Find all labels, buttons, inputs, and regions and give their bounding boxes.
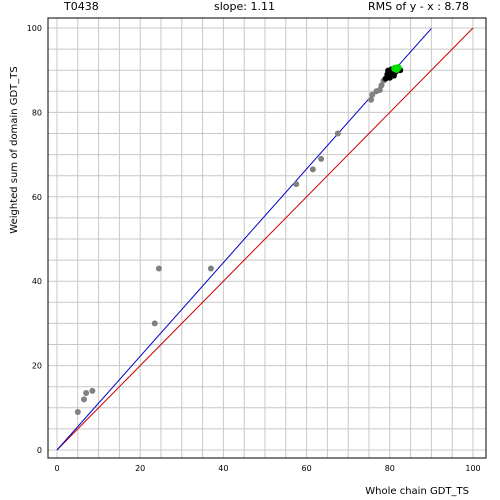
x-tick-label: 60: [302, 464, 312, 473]
data-point-gray: [378, 82, 385, 89]
tick-labels: 0 20 40 60 80 100 0 20 40 60 80 100: [27, 24, 481, 473]
target-id-label: T0438: [64, 0, 99, 13]
data-point-gray: [309, 166, 316, 173]
data-point-gray: [293, 181, 300, 188]
y-tick-label: 40: [32, 277, 42, 286]
data-point-gray: [74, 409, 81, 416]
data-point-gray: [151, 320, 158, 327]
x-tick-label: 80: [385, 464, 395, 473]
plot-frame: [47, 17, 487, 459]
y-tick-label: 80: [32, 108, 42, 117]
data-point-gray: [376, 87, 383, 94]
data-point-gray: [89, 387, 96, 394]
data-point-gray: [318, 155, 325, 162]
slope-label: slope: 1.11: [214, 0, 275, 13]
data-point-gray: [83, 390, 90, 397]
y-tick-label: 100: [27, 24, 42, 33]
data-point-gray: [369, 91, 376, 98]
x-tick-label: 20: [135, 464, 145, 473]
data-point-gray: [334, 130, 341, 137]
y-tick-label: 60: [32, 193, 42, 202]
data-point-black: [386, 74, 393, 81]
data-point-green: [392, 65, 401, 73]
data-point-gray: [155, 265, 162, 272]
data-point-gray: [207, 265, 214, 272]
x-tick-label: 0: [54, 464, 59, 473]
x-axis-label: Whole chain GDT_TS: [365, 486, 469, 497]
grid: [48, 18, 486, 458]
identity-line: [56, 27, 474, 451]
rms-label: RMS of y - x : 8.78: [368, 0, 469, 13]
data-point-gray: [81, 396, 88, 403]
x-tick-label: 100: [465, 464, 480, 473]
data-point-gray: [368, 96, 375, 103]
y-axis-label: Weighted sum of domain GDT_TS: [9, 66, 20, 233]
data-points: [74, 64, 404, 416]
x-tick-label: 40: [218, 464, 228, 473]
y-tick-label: 20: [32, 362, 42, 371]
y-tick-label: 0: [37, 446, 42, 455]
